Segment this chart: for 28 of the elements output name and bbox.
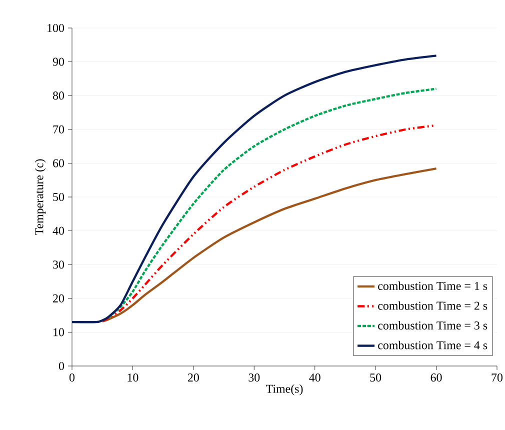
legend-label: combustion Time = 3 s — [378, 321, 488, 330]
legend-label: combustion Time = 4 s — [378, 340, 488, 350]
y-tick-label: 90 — [52, 58, 64, 66]
y-tick-label: 30 — [53, 260, 64, 269]
y-tick-label: 20 — [53, 294, 64, 302]
legend-label: combustion Time = 2 s — [378, 301, 488, 310]
x-tick-label: 50 — [370, 374, 382, 382]
y-tick-label: 40 — [52, 226, 64, 235]
x-tick-label: 0 — [69, 374, 75, 382]
y-tick-label: 100 — [48, 24, 64, 32]
x-tick-label: 40 — [309, 374, 320, 382]
x-axis-title: Time(s) — [266, 384, 303, 396]
x-tick-label: 60 — [430, 374, 442, 382]
y-tick-label: 80 — [52, 92, 64, 100]
y-tick-label: 0 — [58, 362, 64, 370]
y-tick-label: 60 — [53, 159, 64, 168]
y-axis-title: Temperature (c) — [34, 159, 46, 236]
y-tick-label: 50 — [53, 192, 64, 202]
x-tick-label: 30 — [248, 374, 260, 382]
x-tick-label: 20 — [188, 374, 199, 382]
y-tick-label: 70 — [53, 125, 64, 134]
x-tick-label: 10 — [128, 374, 138, 382]
y-tick-label: 10 — [54, 328, 64, 336]
line-series — [101, 168, 438, 322]
line-series — [101, 124, 438, 322]
x-tick-label: 70 — [492, 374, 503, 382]
legend-label: combustion Time = 1 s — [378, 282, 488, 290]
line-series — [107, 88, 438, 318]
